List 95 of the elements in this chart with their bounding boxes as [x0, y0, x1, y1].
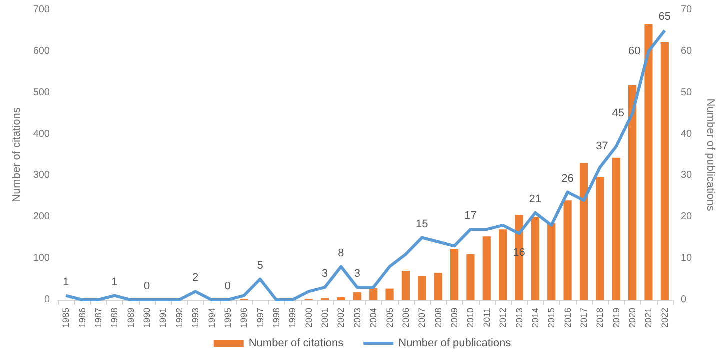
bar [370, 288, 378, 300]
x-tick-label: 1995 [222, 308, 233, 328]
bar [644, 24, 653, 300]
bar [564, 200, 572, 300]
bar [466, 254, 475, 300]
data-label: 1 [112, 276, 118, 288]
bar [353, 292, 362, 300]
x-tick-label: 1985 [61, 308, 72, 328]
data-label: 1 [63, 276, 70, 288]
bar [386, 288, 394, 300]
data-label: 0 [144, 280, 150, 292]
x-tick-label: 2010 [466, 308, 476, 328]
x-tick-label: 2001 [320, 308, 330, 328]
x-tick-label: 1989 [126, 308, 136, 328]
y-tick-label: 100 [33, 253, 50, 264]
data-label: 8 [338, 247, 344, 260]
data-label: 65 [658, 11, 672, 24]
y-tick-label: 300 [33, 170, 50, 182]
x-tick-label: 1997 [255, 308, 266, 328]
data-label: 17 [464, 210, 477, 222]
bar [660, 42, 669, 300]
x-tick-label: 2015 [546, 308, 557, 328]
x-tick-label: 2006 [400, 308, 411, 328]
y2-tick-label: 40 [681, 128, 693, 140]
x-tick-label: 2018 [595, 308, 606, 328]
bar [418, 276, 426, 300]
data-label: 60 [628, 45, 641, 58]
x-tick-label: 1987 [93, 308, 104, 328]
x-tick-label: 1999 [288, 308, 298, 328]
x-tick-label: 2013 [514, 308, 524, 328]
x-tick-label: 2021 [644, 308, 654, 328]
x-tick-label: 2004 [368, 308, 379, 328]
data-label: 3 [354, 268, 360, 280]
y2-tick-label: 70 [681, 4, 693, 16]
x-tick-label: 2016 [562, 308, 573, 328]
x-tick-label: 2020 [628, 308, 638, 328]
bar [628, 85, 637, 300]
x-tick-label: 1990 [142, 308, 152, 328]
y-tick-label: 400 [33, 128, 50, 140]
y2-tick-label: 30 [681, 170, 693, 182]
bar [450, 249, 459, 300]
y-tick-label: 700 [33, 4, 50, 16]
x-tick-label: 2005 [384, 308, 395, 328]
x-tick-label: 1998 [271, 308, 282, 328]
x-tick-label: 2011 [482, 308, 492, 328]
data-label: 37 [596, 140, 608, 153]
y2-tick-label: 50 [681, 87, 693, 98]
x-tick-label: 2017 [578, 308, 589, 328]
y-tick-label: 0 [44, 294, 50, 306]
bar [402, 271, 410, 300]
bar [499, 230, 508, 300]
x-tick-label: 1996 [239, 308, 250, 328]
x-tick-label: 2014 [530, 308, 540, 328]
y2-tick-label: 0 [681, 294, 687, 306]
bar [531, 217, 540, 300]
x-tick-label: 1991 [158, 308, 168, 328]
y-tick-label: 600 [33, 46, 50, 57]
bar [612, 158, 620, 300]
y-tick-label: 200 [33, 212, 50, 223]
bar [434, 273, 442, 300]
x-tick-label: 2007 [417, 308, 428, 328]
y2-tick-label: 20 [681, 212, 693, 223]
x-tick-label: 2009 [450, 308, 460, 328]
data-label: 45 [612, 108, 625, 120]
data-label: 26 [562, 172, 574, 185]
data-label: 15 [416, 218, 428, 230]
bar [548, 223, 556, 300]
x-tick-label: 2000 [304, 308, 314, 328]
legend-label: Number of publications [398, 338, 512, 350]
data-label: 5 [257, 260, 264, 272]
x-tick-label: 2003 [352, 308, 362, 328]
x-tick-label: 2022 [660, 308, 670, 328]
x-tick-label: 2012 [498, 308, 508, 328]
x-tick-label: 1993 [190, 308, 201, 328]
x-tick-label: 1992 [174, 308, 184, 328]
y2-axis-title: Number of publications [704, 98, 716, 212]
data-label: 21 [529, 194, 542, 206]
x-tick-label: 2008 [433, 308, 444, 328]
y-tick-label: 500 [33, 87, 50, 98]
y2-tick-label: 60 [681, 46, 693, 57]
x-tick-label: 2019 [611, 308, 622, 328]
y-axis-title: Number of citations [10, 107, 23, 202]
data-label: 3 [322, 268, 328, 280]
line-series [64, 29, 666, 302]
bar [596, 176, 604, 300]
bar [482, 236, 491, 300]
x-tick-label: 1986 [77, 308, 88, 328]
y2-tick-label: 10 [681, 253, 693, 264]
data-label: 0 [224, 280, 231, 292]
data-label: 2 [192, 272, 199, 284]
x-tick-label: 1994 [206, 308, 217, 328]
x-tick-label: 2002 [336, 308, 346, 328]
bar [580, 163, 588, 300]
x-tick-label: 1988 [110, 308, 120, 328]
legend-label: Number of citations [248, 338, 344, 350]
